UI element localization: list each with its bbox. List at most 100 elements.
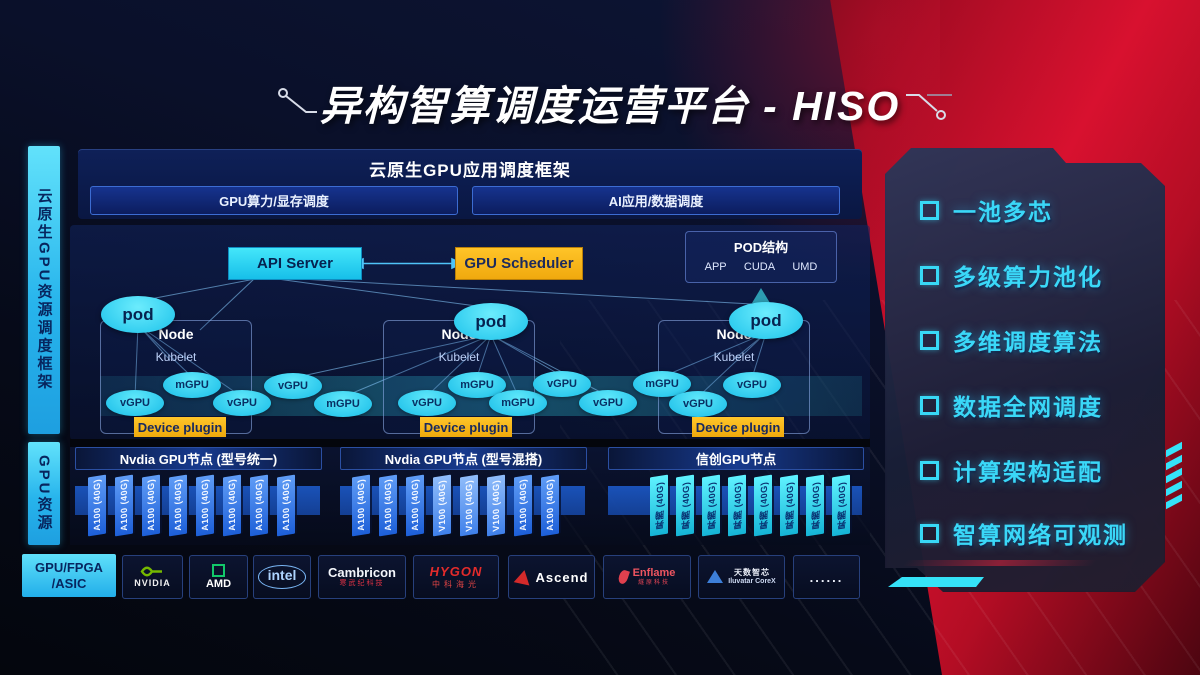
gpu-card-label: 昇腾 (40G) [784, 480, 795, 530]
device-plugin-3: Device plugin [692, 417, 784, 437]
vendor-more: ...... [793, 555, 860, 599]
feature-panel [885, 148, 1165, 592]
gpu-card-label: V100 (40G) [491, 478, 501, 533]
pod-structure-arrow-icon [752, 288, 770, 303]
gpu-card-row-mixed: A100 (40G) A100 (40G) A100 (40G) V100 (4… [352, 474, 559, 537]
gpu-card-label: A100 (40G) [518, 478, 528, 533]
bar-ai-data-scheduling: AI应用/数据调度 [472, 186, 840, 215]
pod-structure-box: POD结构 APP CUDA UMD [685, 231, 837, 283]
sidebar-frame-bar: 云原生GPU资源调度框架 [28, 146, 60, 434]
gpu-card: A100 (40G) [196, 474, 214, 537]
gpu-ellipse: vGPU [579, 390, 637, 416]
iluvatar-label: Iluvatar CoreX [728, 577, 776, 585]
gpu-card: A100 (40G) [115, 474, 133, 537]
enflame-flame-icon [616, 568, 630, 586]
intel-oval-icon: intel [257, 565, 307, 589]
gpu-card-label: 昇腾 (40G) [680, 480, 691, 530]
ascend-label: Ascend [535, 569, 589, 585]
vendor-iluvatar: 天数智芯 Iluvatar CoreX [698, 555, 785, 599]
app-frame-title: 云原生GPU应用调度框架 [369, 161, 571, 180]
feature-item: 多维调度算法 [920, 326, 1103, 355]
section-header-nvidia-mixed: Nvdia GPU节点 (型号混搭) [340, 447, 587, 470]
gpu-card-label: 昇腾 (40G) [706, 480, 717, 530]
gpu-ellipse: vGPU [533, 371, 591, 397]
ascend-triangle-icon [513, 568, 532, 586]
gpu-ellipse: mGPU [163, 372, 221, 398]
gpu-ellipse: vGPU [398, 390, 456, 416]
kubelet-label: Kubelet [155, 350, 197, 364]
gpu-ellipse: mGPU [314, 391, 372, 417]
enflame-cn-label: 燧原科技 [637, 579, 670, 586]
gpu-card: A100 (40G) [514, 474, 532, 537]
pod-struct-item-umd: UMD [792, 261, 818, 273]
gpu-scheduler-box: GPU Scheduler [455, 247, 583, 280]
sidebar-chip-box: GPU/FPGA /ASIC [22, 554, 116, 597]
gpu-card: 昇腾 (40G) [676, 474, 694, 537]
pod-ellipse-3: pod [729, 302, 803, 339]
amd-label: AMD [205, 577, 232, 590]
square-bullet-icon [920, 523, 939, 543]
kubelet-label: Kubelet [713, 350, 755, 364]
vendor-cambricon: Cambricon 寒武纪科技 [318, 555, 406, 599]
gpu-card: V100 (40G) [433, 474, 451, 537]
panel-cyan-strip [888, 577, 984, 587]
iluvatar-triangle-icon [707, 570, 724, 584]
iluvatar-cn-label: 天数智芯 [734, 568, 770, 578]
gpu-card: A100 (40G) [169, 474, 187, 537]
gpu-card-label: A100 (40G) [254, 478, 264, 533]
feature-label: 计算架构适配 [953, 459, 1103, 485]
gpu-card-label: A100 (40G) [410, 478, 420, 533]
node-label: Node [158, 326, 194, 342]
hygon-label: HYGON [429, 563, 483, 579]
api-server-box: API Server [228, 247, 362, 280]
feature-item: 多级算力池化 [920, 261, 1103, 290]
intel-label: intel [267, 567, 297, 583]
feature-item: 计算架构适配 [920, 456, 1103, 485]
gpu-ellipse: mGPU [448, 372, 506, 398]
gpu-card-label: A100 (40G) [281, 478, 291, 533]
gpu-card: A100 (40G) [250, 474, 268, 537]
gpu-card: A100 (40G) [379, 474, 397, 537]
vendor-intel: intel [253, 555, 311, 599]
gpu-card-label: A100 (40G) [146, 478, 156, 533]
gpu-card-label: 昇腾 (40G) [732, 480, 743, 530]
panel-red-glow [902, 560, 1098, 566]
gpu-card-label: A100 (40G) [200, 478, 210, 533]
bar-gpu-compute-scheduling: GPU算力/显存调度 [90, 186, 458, 215]
gpu-card: 昇腾 (40G) [728, 474, 746, 537]
gpu-ellipse: vGPU [106, 390, 164, 416]
feature-item: 智算网络可观测 [920, 519, 1128, 548]
gpu-card-label: A100 (40G) [545, 478, 555, 533]
divider [70, 439, 870, 447]
gpu-ellipse: vGPU [723, 372, 781, 398]
gpu-card-label: 昇腾 (40G) [810, 480, 821, 530]
gpu-card: A100 (40G) [406, 474, 424, 537]
gpu-card-label: 昇腾 (40G) [758, 480, 769, 530]
gpu-card: A100 (40G) [541, 474, 559, 537]
chip-label-line1: GPU/FPGA [35, 559, 103, 575]
gpu-card-label: 昇腾 (40G) [654, 480, 665, 530]
cambricon-label: Cambricon [328, 564, 396, 580]
gpu-card: 昇腾 (40G) [650, 474, 668, 537]
vendor-ascend: Ascend [508, 555, 595, 599]
gpu-card-label: 昇腾 (40G) [836, 480, 847, 530]
title-circuit-right-icon [906, 94, 952, 120]
feature-label: 数据全网调度 [953, 394, 1103, 420]
feature-label: 一池多芯 [953, 199, 1053, 225]
device-plugin-2: Device plugin [420, 417, 512, 437]
feature-item: 一池多芯 [920, 196, 1053, 225]
gpu-card: A100 (40G) [88, 474, 106, 537]
gpu-card: 昇腾 (40G) [754, 474, 772, 537]
vendor-nvidia: NVIDIA [122, 555, 183, 599]
sidebar-frame-label: 云原生GPU资源调度框架 [35, 188, 53, 392]
gpu-card-label: A100 (40G) [119, 478, 129, 533]
gpu-card-label: A100 (40G) [173, 478, 183, 533]
gpu-card-label: A100 (40G) [227, 478, 237, 533]
square-bullet-icon [920, 265, 939, 285]
gpu-card-label: V100 (40G) [464, 478, 474, 533]
vendor-amd: AMD [189, 555, 248, 599]
nvidia-label: NVIDIA [134, 578, 171, 589]
gpu-card: V100 (40G) [460, 474, 478, 537]
gpu-card-label: V100 (40G) [437, 478, 447, 533]
gpu-card: 昇腾 (40G) [832, 474, 850, 537]
